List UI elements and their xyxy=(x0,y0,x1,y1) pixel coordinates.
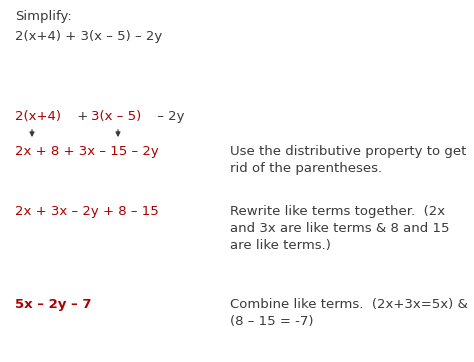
Text: 5x – 2y – 7: 5x – 2y – 7 xyxy=(15,298,91,311)
Text: – 2y: – 2y xyxy=(153,110,184,123)
Text: 2(x+4) + 3(x – 5) – 2y: 2(x+4) + 3(x – 5) – 2y xyxy=(15,30,162,43)
Text: Use the distributive property to get
rid of the parentheses.: Use the distributive property to get rid… xyxy=(230,145,466,175)
Text: 2(x+4): 2(x+4) xyxy=(15,110,61,123)
Text: Simplify:: Simplify: xyxy=(15,10,72,23)
Text: +: + xyxy=(73,110,92,123)
Text: Combine like terms.  (2x+3x=5x) &
(8 – 15 = -7): Combine like terms. (2x+3x=5x) & (8 – 15… xyxy=(230,298,468,328)
Text: 3(x – 5): 3(x – 5) xyxy=(91,110,141,123)
Text: Rewrite like terms together.  (2x
and 3x are like terms & 8 and 15
are like term: Rewrite like terms together. (2x and 3x … xyxy=(230,205,449,252)
Text: 2x + 8 + 3x – 15 – 2y: 2x + 8 + 3x – 15 – 2y xyxy=(15,145,159,158)
Text: 2x + 3x – 2y + 8 – 15: 2x + 3x – 2y + 8 – 15 xyxy=(15,205,159,218)
